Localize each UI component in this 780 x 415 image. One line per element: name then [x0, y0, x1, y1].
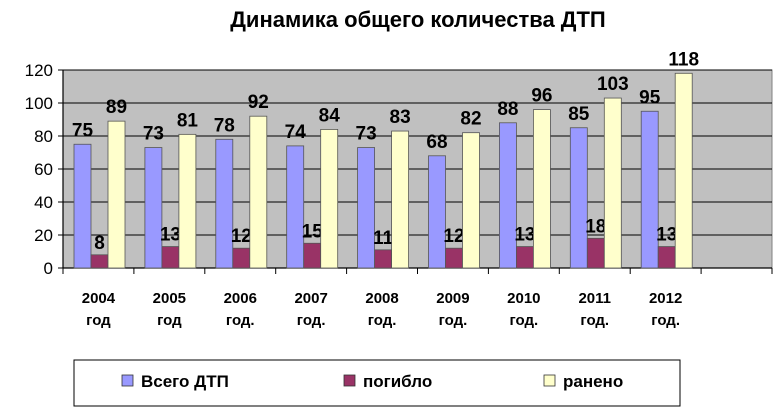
data-label: 96	[531, 86, 552, 107]
legend-swatch	[343, 374, 356, 387]
data-label: 18	[585, 216, 606, 237]
legend-swatch	[121, 374, 134, 387]
y-tick-label: 100	[25, 94, 53, 113]
data-label: 15	[302, 221, 324, 242]
x-tick-label: 2011	[578, 290, 611, 307]
data-label: 13	[656, 225, 677, 246]
bar-injured	[320, 128, 339, 269]
bar-injured	[462, 132, 480, 269]
x-tick-label: 2004	[82, 290, 116, 307]
bar-killed	[657, 246, 676, 269]
bar-total	[215, 138, 234, 269]
y-tick-label: 40	[34, 193, 53, 212]
data-label: 73	[143, 124, 164, 145]
legend-box	[73, 359, 681, 407]
x-tick-label: год.	[580, 312, 609, 329]
bar-killed	[303, 242, 322, 269]
y-tick-label: 20	[34, 226, 53, 245]
data-label: 84	[319, 105, 341, 126]
bar-killed	[374, 249, 393, 269]
legend-label: ранено	[563, 372, 623, 391]
x-tick-label: 2008	[365, 290, 398, 307]
data-label: 68	[426, 132, 447, 153]
bar-total	[73, 143, 92, 269]
bar-injured	[533, 109, 551, 269]
data-label: 12	[443, 226, 464, 247]
legend-label: погибло	[363, 372, 432, 391]
data-label: 95	[639, 87, 661, 108]
legend-label: Всего ДТП	[141, 372, 229, 391]
bar-injured	[603, 97, 622, 269]
x-tick-label: год.	[509, 312, 538, 329]
x-tick-label: год.	[226, 312, 255, 329]
y-tick-label: 80	[34, 127, 53, 146]
x-tick-label: 2012	[649, 290, 682, 307]
data-label: 13	[514, 225, 535, 246]
bar-killed	[232, 247, 251, 269]
data-label: 73	[356, 124, 377, 145]
data-label: 12	[231, 226, 252, 247]
y-tick-label: 60	[34, 160, 53, 179]
data-label: 103	[597, 74, 629, 95]
bar-injured	[674, 72, 693, 269]
bar-total	[357, 147, 376, 269]
chart-title: Динамика общего количества ДТП	[230, 7, 605, 32]
x-tick-label: 2005	[153, 290, 186, 307]
x-tick-label: год.	[297, 312, 326, 329]
data-label: 74	[285, 122, 307, 143]
data-label: 13	[160, 225, 181, 246]
legend: Всего ДТП погибло ранено	[73, 359, 681, 407]
bar-killed	[161, 246, 180, 269]
legend-swatch	[543, 374, 556, 387]
x-tick-label: 2007	[294, 290, 327, 307]
x-tick-label: год.	[651, 312, 680, 329]
data-label: 75	[72, 120, 94, 141]
data-label: 85	[568, 104, 590, 125]
x-tick-label: 2009	[436, 290, 469, 307]
x-tick-label: 2010	[507, 290, 540, 307]
data-label: 11	[373, 228, 394, 249]
x-tick-label: год.	[368, 312, 397, 329]
x-tick-label: 2006	[224, 290, 257, 307]
data-label: 8	[94, 233, 105, 254]
x-tick-label: год.	[439, 312, 468, 329]
data-label: 81	[177, 110, 199, 131]
bar-killed	[90, 254, 109, 269]
data-label: 83	[390, 107, 411, 128]
x-tick-label: год	[157, 312, 182, 329]
data-label: 88	[497, 99, 518, 120]
y-tick-label: 120	[25, 61, 53, 80]
bar-injured	[391, 130, 410, 269]
data-label: 118	[668, 49, 699, 70]
bar-injured	[249, 115, 268, 269]
x-tick-label: год	[86, 312, 111, 329]
bar-total	[569, 127, 588, 269]
data-label: 92	[248, 92, 269, 113]
bar-killed	[445, 247, 463, 269]
bar-total	[286, 145, 305, 269]
bar-total	[640, 110, 659, 269]
bar-total	[428, 155, 446, 269]
bar-total	[498, 122, 517, 269]
y-tick-label: 0	[44, 259, 53, 278]
bar-injured	[107, 120, 126, 269]
data-label: 82	[460, 109, 481, 130]
bar-total	[144, 147, 163, 269]
data-label: 78	[214, 115, 235, 136]
plot-area: 0 20 40 60 80 100 120 75 8 89 2004 год 73 13 81 2005 год…	[25, 49, 773, 329]
bar-killed	[586, 237, 605, 269]
bar-injured	[178, 133, 197, 269]
bar-killed	[516, 246, 534, 269]
data-label: 89	[106, 97, 127, 118]
